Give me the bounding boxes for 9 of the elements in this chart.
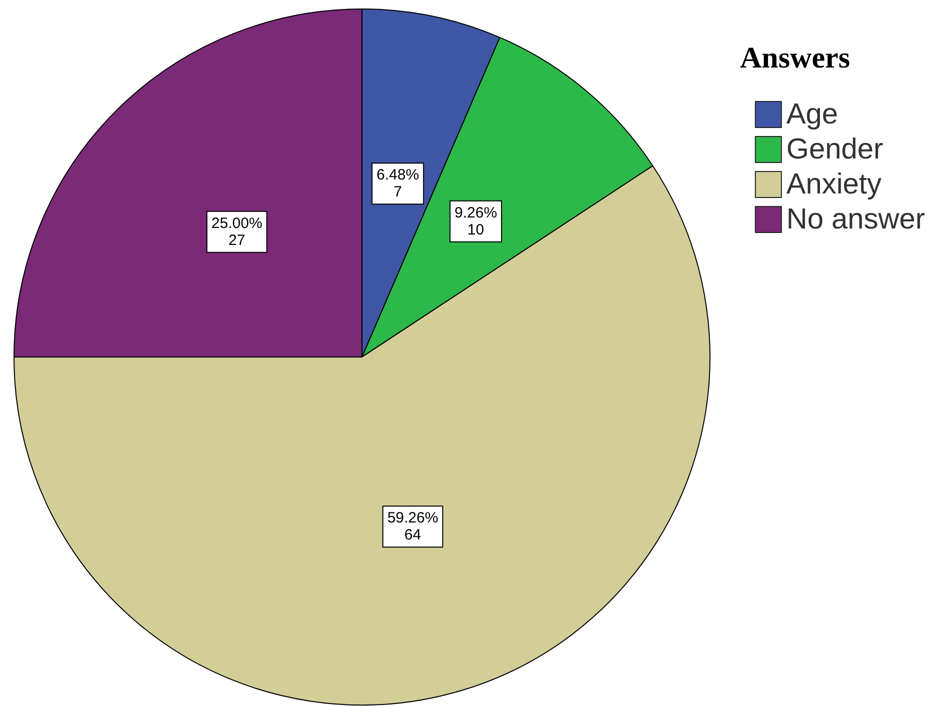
data-label: 6.48% 7 [376, 166, 420, 201]
legend-label: Age [786, 98, 838, 130]
data-label: 9.26% 10 [454, 204, 498, 238]
legend-label: Gender [786, 134, 884, 166]
legend-title: Answers [740, 42, 850, 74]
data-label: 25.00% 27 [211, 214, 262, 249]
data-label: 59.26% 64 [387, 510, 438, 544]
legend-label: Anxiety [786, 168, 882, 200]
legend-label: No answer [786, 204, 926, 236]
